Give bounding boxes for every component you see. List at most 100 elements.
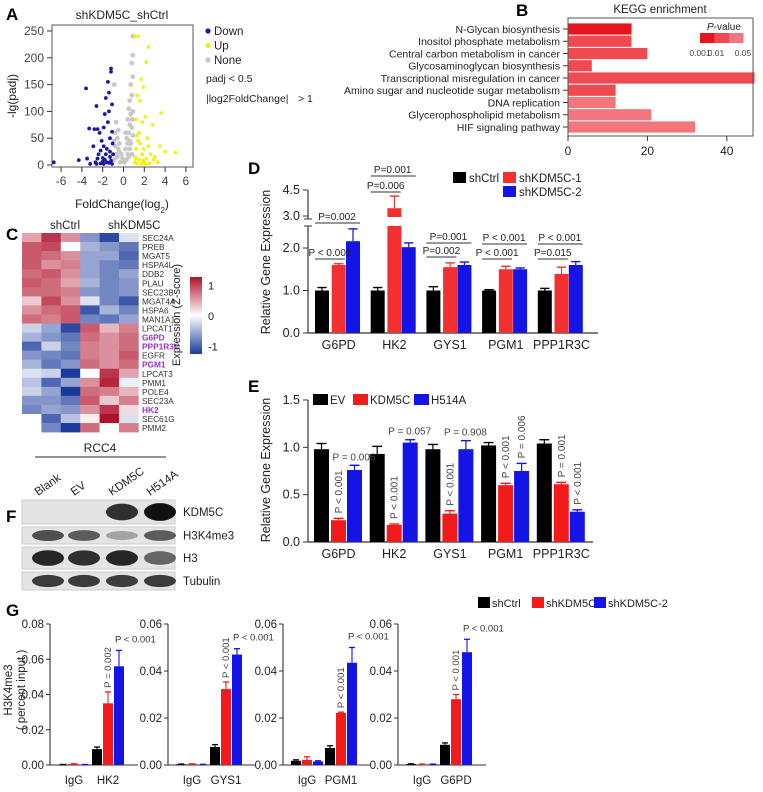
category-label: G6PD bbox=[321, 547, 355, 561]
point-none bbox=[123, 130, 128, 136]
volcano-x-label: FoldChange(log2) bbox=[75, 197, 169, 215]
legend-label: shCtrl bbox=[492, 598, 521, 610]
heatmap-cell bbox=[80, 414, 100, 424]
y-tick-label: 0.02 bbox=[22, 725, 44, 737]
point-up bbox=[146, 144, 151, 149]
heatmap-row-label: MGAT5 bbox=[142, 251, 170, 261]
point-up bbox=[140, 152, 145, 157]
bar bbox=[554, 273, 569, 333]
p-value-label: P < 0.001 bbox=[538, 233, 581, 244]
point-up bbox=[148, 152, 153, 157]
y-tick-label: 0.04 bbox=[140, 666, 163, 678]
p-value-label: P < 0.001 bbox=[334, 470, 345, 513]
p-value-label: P=0.006 bbox=[367, 181, 405, 192]
bar bbox=[103, 703, 113, 765]
heatmap-cell bbox=[119, 414, 139, 424]
heatmap-cell bbox=[60, 332, 81, 342]
point-up bbox=[141, 147, 146, 151]
bar bbox=[114, 666, 124, 765]
colorbar-label: Expression (Z-score) bbox=[171, 264, 183, 366]
heatmap-row-label: SEC23B bbox=[142, 287, 174, 297]
point-none bbox=[113, 151, 119, 157]
point-down bbox=[87, 126, 92, 131]
category-label: IgG bbox=[298, 775, 317, 787]
lane-label: H514A bbox=[145, 468, 181, 498]
heatmap-cell bbox=[60, 269, 81, 279]
category-label: PPP1R3C bbox=[533, 547, 590, 561]
heatmap-cell bbox=[80, 359, 100, 370]
kegg-category-label: Inositol phosphate metabolism bbox=[418, 36, 560, 48]
heatmap-cell bbox=[80, 395, 100, 406]
bar bbox=[426, 290, 441, 333]
heatmap-cell bbox=[99, 368, 120, 379]
heatmap-cell bbox=[80, 423, 100, 433]
point-down bbox=[101, 125, 106, 130]
heatmap-row-label: MAN1A1 bbox=[142, 314, 176, 324]
heatmap-cell bbox=[99, 251, 120, 261]
p-value-label: P < 0.001 bbox=[115, 634, 156, 645]
heatmap-cell bbox=[41, 323, 62, 333]
kegg-bar bbox=[568, 121, 696, 133]
heatmap-cell bbox=[60, 242, 81, 252]
y-tick-label: 0.00 bbox=[370, 760, 392, 772]
point-up bbox=[136, 138, 140, 143]
heatmap-cell bbox=[41, 242, 62, 252]
point-up bbox=[143, 162, 148, 166]
point-down bbox=[107, 109, 111, 114]
pvalue-legend-swatch bbox=[700, 33, 715, 43]
heatmap-cell bbox=[99, 314, 120, 324]
cell-line-label: RCC4 bbox=[84, 441, 117, 455]
y-tick-label: 0.5 bbox=[283, 488, 300, 502]
bar bbox=[458, 449, 474, 542]
heatmap-cell bbox=[80, 323, 100, 333]
heatmap-cell bbox=[99, 377, 120, 388]
heatmap-cell bbox=[22, 296, 42, 306]
y-tick-label: 0.06 bbox=[140, 619, 162, 631]
heatmap-cell bbox=[119, 233, 139, 243]
heatmap-cell bbox=[80, 269, 100, 279]
p-value-label: P < 0.001 bbox=[463, 623, 504, 634]
bar bbox=[331, 520, 346, 542]
category-label: GYS1 bbox=[211, 775, 242, 787]
p-value-label: P < 0.001 bbox=[348, 632, 389, 643]
heatmap-cell bbox=[22, 278, 42, 288]
y-tick-label: 2.0 bbox=[283, 241, 300, 255]
x-tick-label: -4 bbox=[77, 174, 88, 188]
point-none bbox=[125, 117, 131, 122]
heatmap-cell bbox=[119, 350, 139, 360]
point-none bbox=[130, 74, 136, 79]
bar bbox=[462, 652, 472, 765]
point-up bbox=[140, 120, 145, 125]
point-down bbox=[103, 152, 108, 157]
point-up bbox=[134, 156, 138, 161]
heatmap-cell bbox=[80, 350, 100, 360]
heatmap-cell bbox=[60, 278, 81, 288]
heatmap-cell bbox=[99, 414, 120, 424]
point-none bbox=[117, 159, 123, 165]
panel-label-a: A bbox=[6, 5, 18, 24]
heatmap-cell bbox=[99, 233, 120, 243]
y-tick-label: 50 bbox=[31, 131, 45, 145]
heatmap-cell bbox=[119, 260, 139, 270]
y-tick-label: 150 bbox=[24, 78, 44, 92]
blot-band bbox=[32, 550, 64, 566]
bar bbox=[314, 449, 329, 542]
heatmap-cell bbox=[22, 242, 42, 252]
y-tick-label: 0.02 bbox=[140, 713, 162, 725]
bar bbox=[498, 269, 513, 333]
point-none bbox=[129, 60, 135, 66]
volcano-y-label: -lg(padj) bbox=[5, 74, 19, 118]
bar bbox=[221, 689, 231, 765]
point-none bbox=[124, 157, 130, 163]
heatmap-cell bbox=[119, 242, 139, 252]
bar bbox=[498, 485, 514, 542]
heatmap-cell bbox=[80, 278, 100, 288]
p-value-label: P = 0.002 bbox=[103, 647, 114, 688]
y-tick-label: 0.04 bbox=[255, 666, 278, 678]
x-tick-label: -6 bbox=[56, 174, 67, 188]
bar bbox=[92, 749, 102, 765]
heatmap-cell bbox=[60, 260, 81, 270]
pvalue-legend-title: P-value bbox=[707, 22, 741, 33]
bar bbox=[482, 290, 497, 333]
